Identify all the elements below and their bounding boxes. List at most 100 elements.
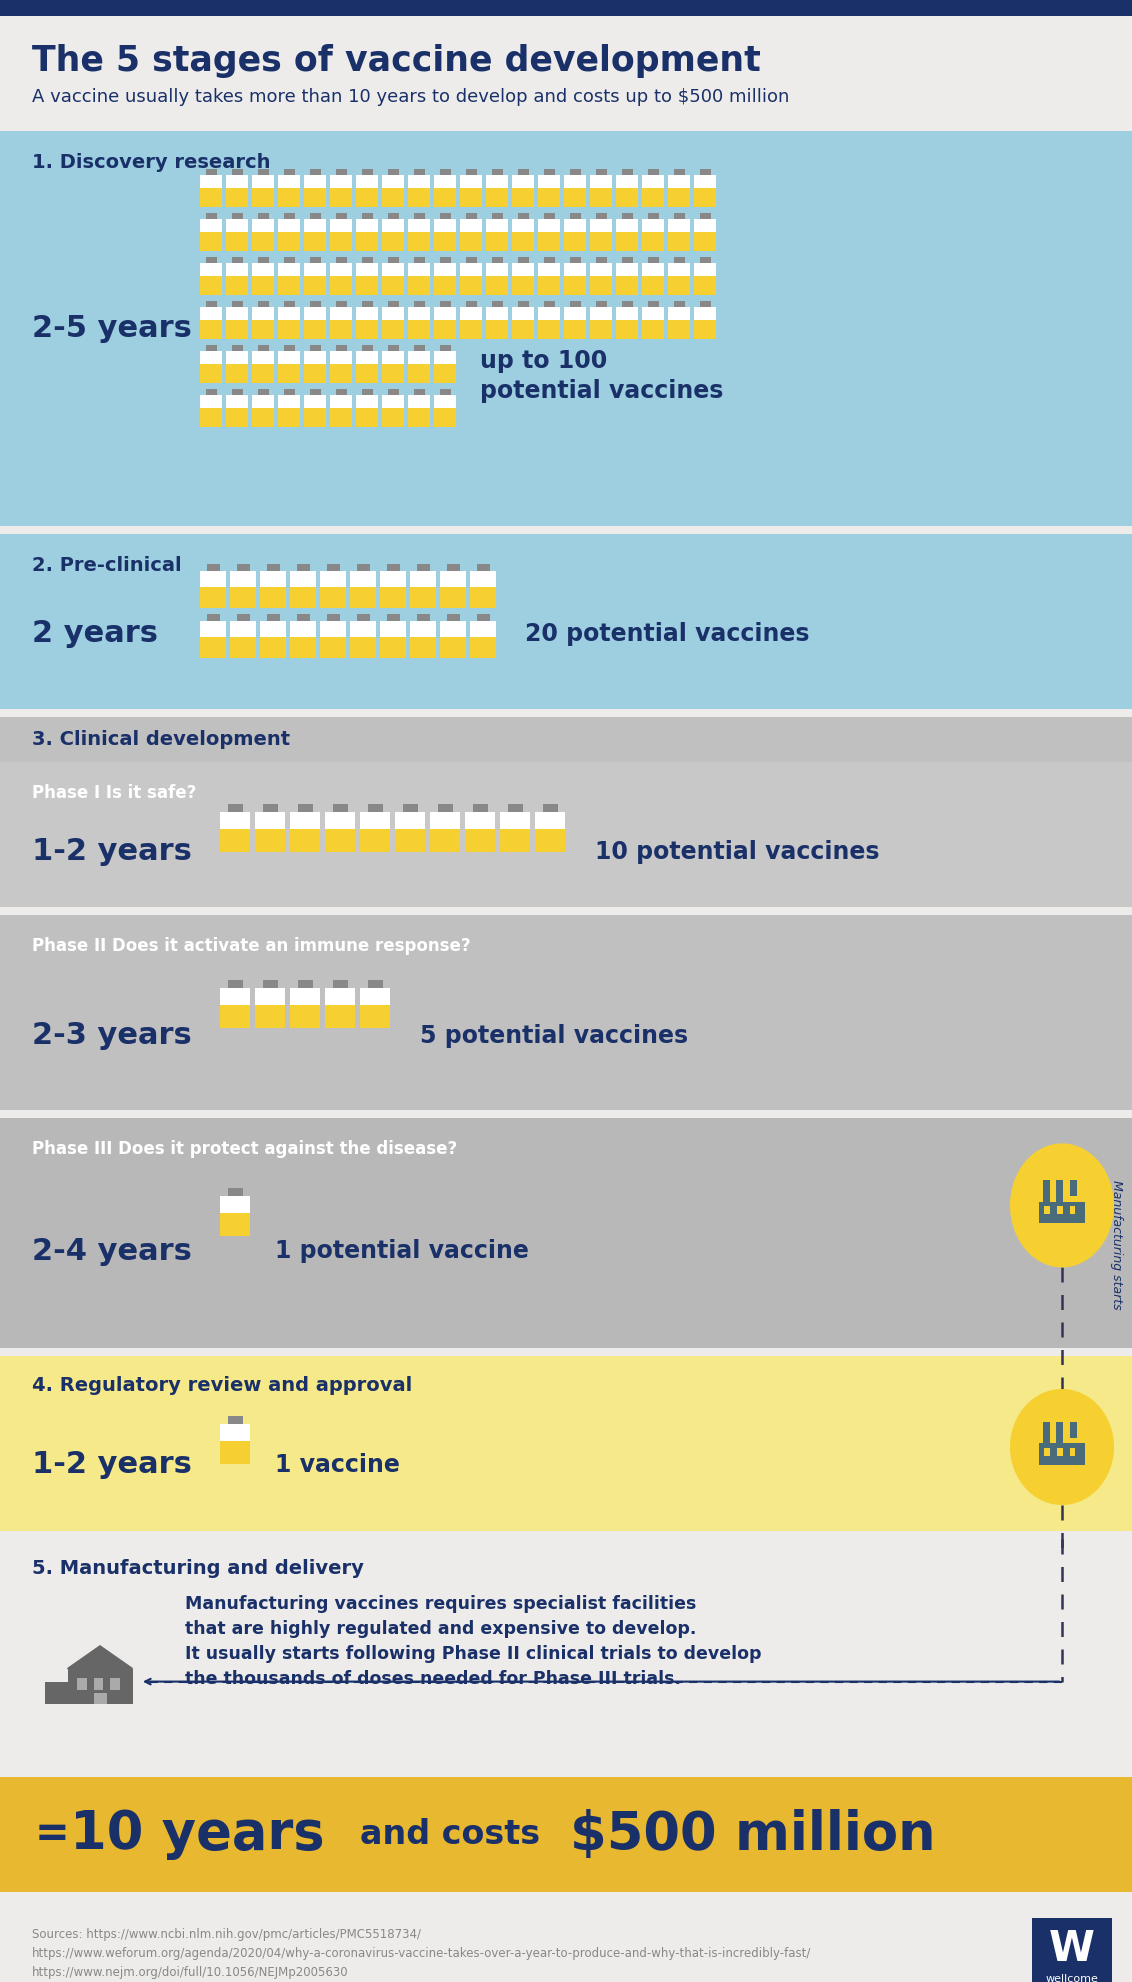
Bar [226,321,248,339]
Bar [668,188,691,206]
Text: 2-3 years: 2-3 years [32,1021,191,1050]
Bar [590,232,612,252]
Bar [68,1669,132,1705]
Bar [538,275,560,295]
Bar [260,636,286,658]
Bar [413,168,424,174]
Bar [668,264,691,275]
Bar [220,813,250,828]
Bar [387,345,398,351]
Text: Manufacturing vaccines requires specialist facilities
that are highly regulated : Manufacturing vaccines requires speciali… [185,1596,762,1689]
Bar [326,565,340,571]
Bar [355,307,378,321]
Bar [491,258,503,264]
Bar [1070,1207,1075,1215]
Bar [460,264,482,275]
Bar [0,1538,1132,1770]
Bar [434,307,456,321]
Bar [642,264,664,275]
Bar [220,1195,250,1213]
Bar [387,301,398,307]
Bar [538,321,560,339]
Text: 2-4 years: 2-4 years [32,1237,192,1266]
Bar [486,220,508,232]
Bar [255,813,285,828]
Bar [326,614,340,620]
Bar [590,188,612,206]
Bar [355,264,378,275]
Bar [260,620,286,636]
Bar [648,168,659,174]
Bar [200,620,226,636]
Bar [543,301,555,307]
Bar [206,212,216,220]
Bar [200,232,222,252]
Bar [1057,1447,1063,1455]
Bar [590,307,612,321]
Bar [413,301,424,307]
Bar [94,1679,103,1691]
Bar [507,805,523,813]
Bar [535,813,565,828]
Bar [460,232,482,252]
Bar [408,275,430,295]
Bar [538,264,560,275]
Bar [564,188,586,206]
Bar [200,321,222,339]
Bar [355,408,378,426]
Bar [206,168,216,174]
Bar [595,212,607,220]
Bar [395,813,424,828]
Bar [361,258,372,264]
Bar [200,365,222,383]
Bar [1045,1447,1049,1455]
Bar [486,275,508,295]
Bar [226,365,248,383]
Bar [320,571,346,587]
Bar [440,571,466,587]
Bar [228,805,242,813]
Bar [252,307,274,321]
Bar [331,307,352,321]
Bar [206,345,216,351]
Bar [360,828,391,852]
Bar [278,351,300,365]
Bar [355,351,378,365]
Bar [491,301,503,307]
Bar [569,258,581,264]
Bar [283,345,294,351]
Bar [616,321,638,339]
Bar [694,264,717,275]
Bar [380,636,406,658]
Bar [361,388,372,394]
Bar [1056,1179,1063,1203]
Bar [439,258,451,264]
Bar [320,587,346,608]
Bar [1070,1447,1075,1455]
Bar [486,264,508,275]
Bar [200,275,222,295]
Bar [283,258,294,264]
Bar [206,258,216,264]
Bar [331,232,352,252]
Text: 10 potential vaccines: 10 potential vaccines [595,840,880,864]
Bar [305,264,326,275]
Bar [380,571,406,587]
Bar [512,188,534,206]
Bar [470,636,496,658]
Bar [477,614,489,620]
Bar [408,188,430,206]
Bar [410,620,436,636]
Bar [1038,1201,1086,1223]
Bar [206,301,216,307]
Bar [381,220,404,232]
Bar [564,321,586,339]
Text: 1-2 years: 1-2 years [32,838,192,866]
Bar [333,979,348,987]
Bar [512,232,534,252]
Bar [0,1778,1132,1893]
Bar [439,388,451,394]
Bar [283,388,294,394]
Bar [305,220,326,232]
Bar [0,533,1132,710]
